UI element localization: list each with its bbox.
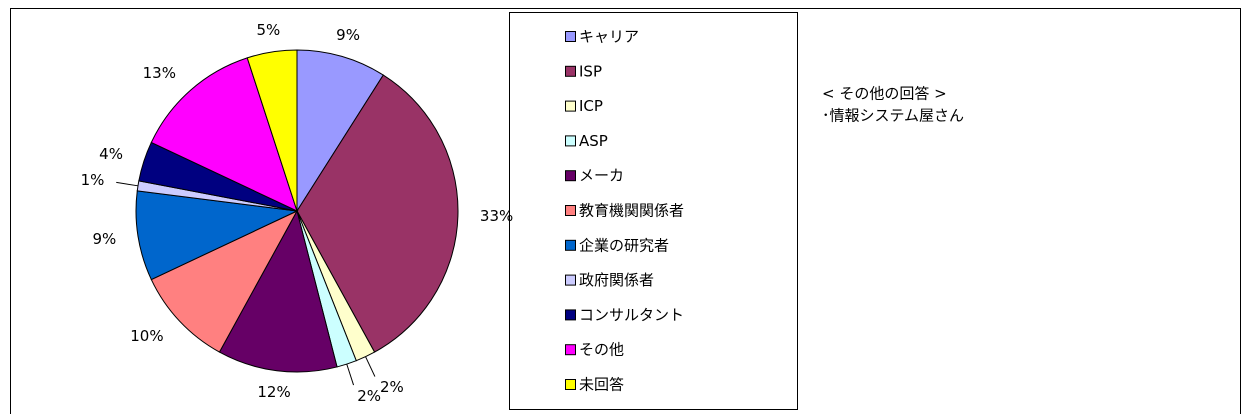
legend-label: ICP	[579, 97, 603, 115]
pie-slice	[150, 57, 298, 212]
legend-label: ASP	[579, 132, 608, 150]
pie-slice	[150, 209, 299, 353]
legend-swatch	[565, 135, 576, 147]
legend-label: 企業の研究者	[579, 236, 669, 254]
data-label: 9%	[336, 26, 360, 44]
data-label: 2%	[380, 378, 404, 396]
leader-line	[346, 363, 355, 386]
data-label: 10%	[130, 327, 163, 345]
data-label: 12%	[257, 383, 290, 401]
legend-swatch	[565, 65, 576, 77]
pie-slice	[296, 74, 459, 353]
legend-swatch	[565, 309, 576, 321]
pie-slice	[218, 209, 338, 373]
pie-slice	[135, 190, 299, 281]
data-label: 4%	[99, 145, 123, 163]
data-label: 2%	[357, 387, 381, 405]
pie-slice	[246, 49, 298, 212]
data-label: 5%	[256, 21, 280, 39]
legend-label: 政府関係者	[579, 271, 654, 289]
legend-swatch	[565, 239, 576, 251]
data-label: 1%	[81, 171, 105, 189]
leader-line	[365, 356, 376, 377]
data-label: 13%	[143, 64, 176, 82]
legend-label: コンサルタント	[579, 306, 684, 324]
legend-label: 教育機関関係者	[579, 202, 684, 220]
legend-label: キャリア	[579, 28, 639, 46]
legend-swatch	[565, 31, 576, 42]
legend-label: 未回答	[579, 376, 624, 394]
legend-label: その他	[579, 341, 624, 359]
annotation: ･情報システム屋さん	[822, 107, 964, 125]
legend-swatch	[565, 379, 576, 390]
legend-swatch	[565, 170, 576, 182]
legend-label: ISP	[579, 62, 602, 80]
legend-box	[509, 12, 798, 410]
leader-line	[116, 181, 139, 187]
annotation: < その他の回答 >	[822, 85, 947, 103]
legend-swatch	[565, 205, 576, 216]
data-label: 9%	[92, 230, 116, 248]
pie-slice	[296, 49, 384, 213]
legend-swatch	[565, 274, 576, 286]
data-label: 33%	[480, 207, 513, 225]
legend-swatch	[565, 344, 576, 356]
legend-swatch	[565, 100, 576, 112]
legend-label: メーカ	[579, 167, 624, 185]
